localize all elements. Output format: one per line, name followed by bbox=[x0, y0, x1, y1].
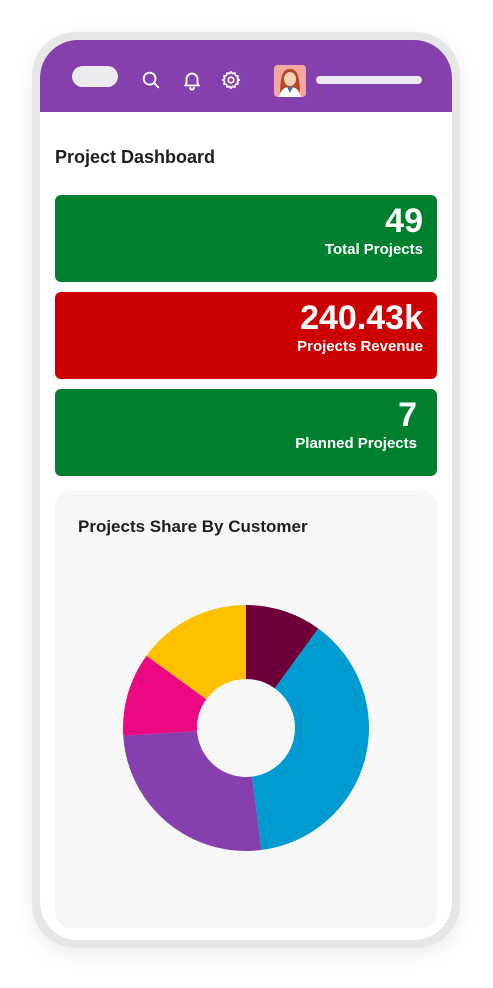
avatar[interactable] bbox=[274, 65, 306, 97]
donut-slice[interactable] bbox=[123, 731, 262, 851]
chart-card: Projects Share By Customer bbox=[55, 490, 437, 928]
gear-icon[interactable] bbox=[220, 69, 242, 91]
search-icon[interactable] bbox=[140, 69, 162, 91]
menu-toggle[interactable] bbox=[72, 66, 118, 87]
kpi-card-projects-revenue[interactable]: 240.43k Projects Revenue bbox=[55, 292, 437, 379]
kpi-value: 7 bbox=[398, 396, 417, 434]
donut-chart bbox=[123, 605, 370, 851]
chart-title: Projects Share By Customer bbox=[78, 517, 308, 536]
app-header bbox=[40, 40, 452, 112]
donut-slice[interactable] bbox=[246, 605, 319, 689]
kpi-card-total-projects[interactable]: 49 Total Projects bbox=[55, 195, 437, 282]
kpi-card-planned-projects[interactable]: 7 Planned Projects bbox=[55, 389, 437, 476]
donut-slice[interactable] bbox=[146, 605, 246, 700]
donut-slice[interactable] bbox=[123, 655, 207, 736]
kpi-value: 240.43k bbox=[300, 299, 423, 337]
donut-slice[interactable] bbox=[252, 628, 370, 851]
app-screen: Project Dashboard 49 Total Projects 240.… bbox=[40, 40, 452, 940]
kpi-label: Total Projects bbox=[324, 241, 423, 258]
user-name-placeholder bbox=[316, 76, 422, 84]
page-title: Project Dashboard bbox=[55, 147, 216, 167]
bell-icon[interactable] bbox=[181, 69, 203, 91]
kpi-value: 49 bbox=[385, 202, 423, 240]
kpi-label: Planned Projects bbox=[295, 435, 417, 452]
phone-frame: Project Dashboard 49 Total Projects 240.… bbox=[32, 32, 460, 948]
kpi-label: Projects Revenue bbox=[297, 338, 423, 355]
